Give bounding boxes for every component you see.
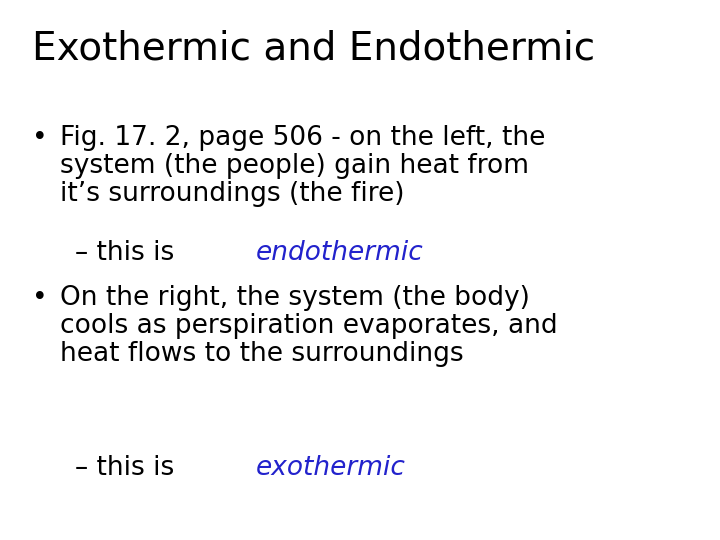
- Text: On the right, the system (the body): On the right, the system (the body): [60, 285, 530, 311]
- Text: exothermic: exothermic: [256, 455, 405, 481]
- Text: endothermic: endothermic: [256, 240, 423, 266]
- Text: – this is: – this is: [75, 240, 183, 266]
- Text: Exothermic and Endothermic: Exothermic and Endothermic: [32, 30, 595, 68]
- Text: it’s surroundings (the fire): it’s surroundings (the fire): [60, 181, 405, 207]
- Text: cools as perspiration evaporates, and: cools as perspiration evaporates, and: [60, 313, 557, 339]
- Text: Fig. 17. 2, page 506 - on the left, the: Fig. 17. 2, page 506 - on the left, the: [60, 125, 545, 151]
- Text: •: •: [32, 285, 48, 311]
- Text: system (the people) gain heat from: system (the people) gain heat from: [60, 153, 529, 179]
- Text: heat flows to the surroundings: heat flows to the surroundings: [60, 341, 464, 367]
- Text: •: •: [32, 125, 48, 151]
- Text: – this is: – this is: [75, 455, 183, 481]
